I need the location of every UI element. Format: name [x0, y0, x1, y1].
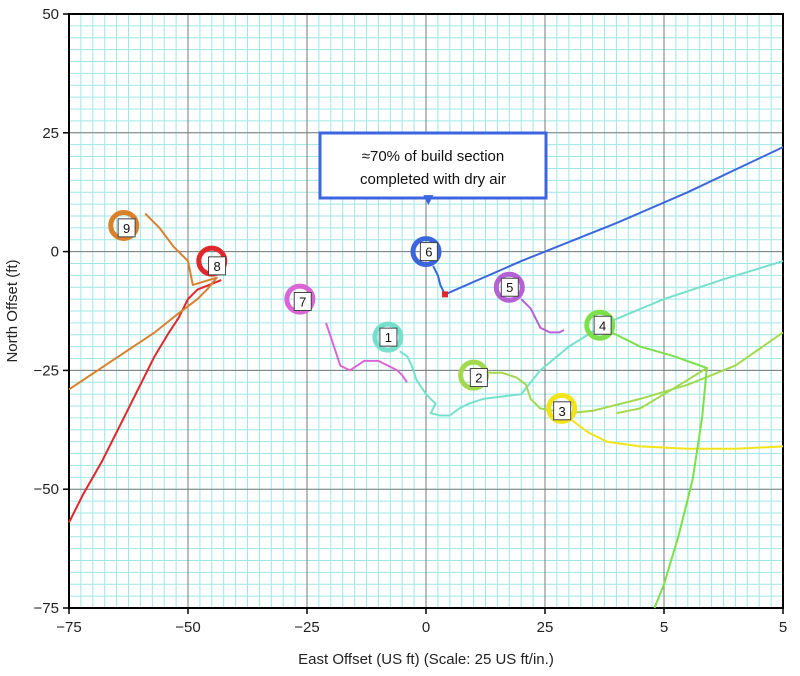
well-label-5: 5 — [506, 280, 513, 295]
well-label-7: 7 — [299, 294, 306, 309]
annotation-line-2: completed with dry air — [360, 171, 506, 188]
well-path-4 — [611, 331, 708, 609]
well-label-4: 4 — [599, 318, 606, 333]
well-circle-6 — [410, 236, 442, 268]
well-label-box-4 — [593, 315, 612, 335]
well-label-box-3 — [553, 401, 572, 421]
well-path-4b — [616, 367, 708, 415]
annotation-callout: ≈70% of build section completed with dry… — [318, 131, 548, 206]
well-6-start-marker — [442, 291, 449, 298]
well-circle-7 — [284, 283, 316, 315]
well-label-9: 9 — [123, 221, 130, 236]
well-label-box-6 — [419, 242, 438, 262]
well-label-box-8 — [208, 256, 227, 276]
x-tick-label: 0 — [422, 619, 430, 636]
well-path-9 — [68, 212, 218, 391]
well-label-3: 3 — [559, 404, 566, 419]
annotation-arrowhead — [423, 195, 434, 206]
well-circle-3 — [546, 392, 578, 424]
y-axis-title: North Offset (ft) — [4, 259, 21, 362]
well-circle-5 — [493, 271, 525, 303]
x-tick-label: −50 — [175, 619, 200, 636]
y-tick-label: −75 — [34, 600, 59, 617]
y-tick-label: 0 — [51, 244, 59, 261]
well-label-1: 1 — [385, 330, 392, 345]
x-tick-label: −75 — [56, 619, 81, 636]
well-label-box-2 — [469, 368, 488, 388]
well-path-7 — [325, 322, 408, 383]
y-tick-label: 50 — [42, 6, 59, 23]
x-tick-label: 5 — [660, 619, 668, 636]
x-axis-title: East Offset (US ft) (Scale: 25 US ft/in.… — [298, 651, 554, 668]
well-path-5 — [520, 298, 565, 334]
well-markers: 1 2 3 4 5 6 7 8 9 — [108, 209, 616, 424]
well-label-6: 6 — [425, 245, 432, 260]
well-label-box-1 — [379, 327, 398, 347]
well-path-3 — [568, 417, 784, 450]
x-tick-label: −25 — [294, 619, 319, 636]
well-paths — [68, 146, 784, 609]
well-circle-4 — [584, 309, 616, 341]
annotation-box — [318, 131, 548, 200]
y-tick-label: −25 — [34, 362, 59, 379]
well-path-6 — [432, 146, 784, 296]
y-tick-label: −50 — [34, 481, 59, 498]
well-label-box-9 — [117, 218, 136, 238]
well-label-box-5 — [500, 277, 519, 297]
x-tick-label: 5 — [779, 619, 787, 636]
well-circle-9 — [108, 209, 140, 241]
well-circle-1 — [372, 321, 404, 353]
annotation-line-1: ≈70% of build section — [362, 148, 505, 165]
well-path-8 — [68, 279, 222, 523]
well-label-2: 2 — [475, 371, 482, 386]
well-label-8: 8 — [213, 259, 220, 274]
y-tick-label: 25 — [42, 125, 59, 142]
well-label-box-7 — [293, 291, 312, 311]
x-tick-label: 25 — [537, 619, 554, 636]
